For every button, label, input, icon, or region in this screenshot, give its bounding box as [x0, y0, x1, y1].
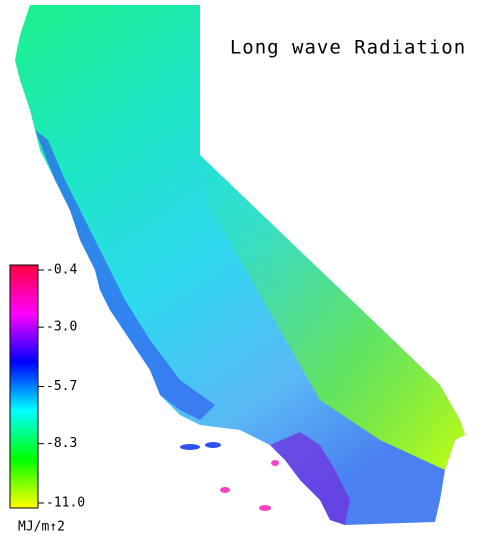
- tick-label: -8.3: [46, 436, 77, 451]
- colorbar-scale: [9, 264, 39, 509]
- tick-label: -11.0: [46, 496, 85, 511]
- tick-label: -3.0: [46, 320, 77, 335]
- map-title: Long wave Radiation: [230, 37, 466, 59]
- island: [205, 442, 221, 448]
- colorbar: -0.4 -3.0 -5.7 -8.3 -11.0: [9, 263, 85, 511]
- east-region: [200, 155, 465, 470]
- tick-label: -0.4: [46, 263, 77, 278]
- island: [259, 505, 271, 511]
- california-map: [15, 5, 465, 525]
- colorbar-unit: MJ/m↑2: [18, 520, 65, 535]
- island: [271, 460, 279, 466]
- coastal-band: [35, 130, 215, 420]
- tick-label: -5.7: [46, 379, 77, 394]
- southern-region: [270, 432, 350, 525]
- island: [220, 487, 230, 493]
- island: [180, 444, 200, 450]
